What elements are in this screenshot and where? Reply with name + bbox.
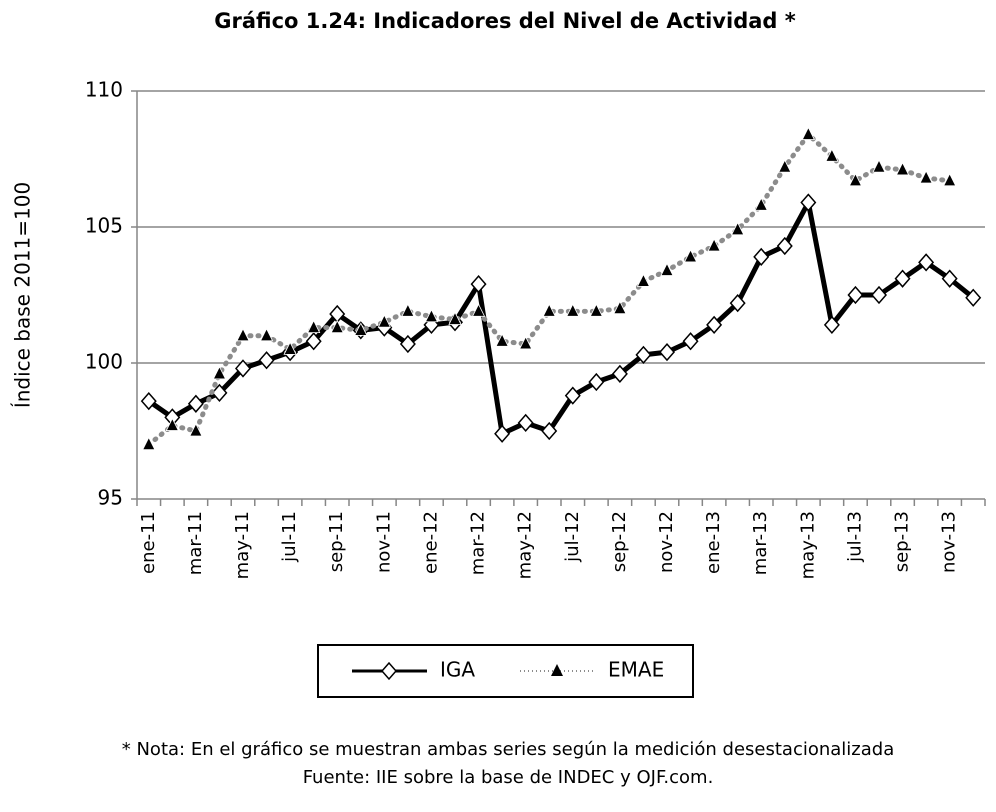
series-line — [146, 132, 953, 448]
marker-triangle — [424, 308, 439, 323]
x-tick-label: mar-12 — [468, 511, 489, 575]
marker-diamond — [965, 288, 982, 307]
y-tick-label: 105 — [85, 214, 123, 238]
marker-triangle — [354, 322, 368, 336]
x-tick-label: nov-11 — [373, 511, 394, 573]
marker-diamond — [517, 413, 534, 432]
marker-diamond — [140, 391, 157, 411]
marker-triangle — [283, 341, 297, 355]
marker-triangle — [707, 238, 721, 252]
marker-diamond — [470, 274, 487, 294]
legend-marker — [551, 664, 563, 676]
marker-triangle — [471, 303, 486, 317]
marker-diamond — [564, 386, 581, 405]
x-tick-label: may-13 — [797, 511, 818, 579]
marker-diamond — [706, 315, 723, 335]
marker-triangle — [519, 336, 533, 350]
marker-triangle — [683, 249, 698, 263]
legend-label: IGA — [440, 658, 475, 682]
y-axis-label: Índice base 2011=100 — [11, 182, 35, 408]
marker-triangle — [330, 319, 344, 334]
x-tick-label: ene-11 — [138, 511, 159, 574]
legend-label: EMAE — [608, 658, 664, 682]
y-tick-label: 100 — [85, 350, 123, 374]
marker-diamond — [399, 334, 416, 354]
x-tick-label: ene-13 — [703, 511, 724, 574]
marker-diamond — [611, 364, 628, 384]
marker-triangle — [495, 333, 509, 347]
marker-triangle — [613, 300, 627, 314]
marker-triangle — [307, 319, 321, 334]
marker-triangle — [589, 303, 603, 317]
marker-diamond — [941, 269, 958, 288]
marker-diamond — [187, 394, 204, 413]
marker-diamond — [305, 332, 322, 351]
marker-diamond — [494, 424, 511, 443]
marker-triangle — [754, 197, 768, 211]
marker-diamond — [823, 315, 840, 335]
x-tick-label: may-12 — [515, 511, 536, 579]
x-tick-label: sep-13 — [892, 511, 913, 572]
marker-diamond — [258, 351, 275, 370]
x-tick-label: jul-13 — [844, 511, 865, 563]
marker-triangle — [401, 303, 415, 317]
series-line — [147, 200, 975, 437]
marker-triangle — [848, 172, 863, 187]
x-tick-label: jul-12 — [562, 511, 583, 563]
marker-triangle — [542, 303, 556, 317]
marker-diamond — [753, 247, 770, 267]
x-tick-label: mar-11 — [185, 511, 206, 575]
marker-triangle — [943, 172, 957, 187]
y-tick-label: 110 — [85, 78, 123, 102]
marker-diamond — [800, 193, 817, 212]
marker-triangle — [448, 311, 462, 325]
x-tick-label: ene-12 — [420, 511, 441, 574]
source: Fuente: IIE sobre la base de INDEC y OJF… — [303, 767, 714, 788]
x-tick-label: sep-12 — [609, 511, 630, 572]
marker-triangle — [142, 436, 156, 450]
marker-diamond — [659, 342, 675, 362]
marker-triangle — [189, 423, 203, 437]
marker-diamond — [635, 345, 652, 364]
marker-triangle — [801, 126, 815, 140]
x-tick-label: nov-12 — [656, 511, 677, 573]
marker-triangle — [660, 262, 674, 276]
marker-diamond — [211, 383, 228, 403]
marker-triangle — [377, 314, 391, 328]
x-tick-label: mar-13 — [750, 511, 771, 575]
marker-diamond — [847, 285, 864, 305]
chart-title: Gráfico 1.24: Indicadores del Nivel de A… — [214, 9, 795, 33]
marker-diamond — [918, 253, 935, 272]
marker-diamond — [894, 269, 911, 288]
marker-triangle — [636, 273, 651, 287]
marker-diamond — [729, 294, 746, 313]
marker-triangle — [212, 365, 227, 380]
x-tick-label: may-11 — [232, 511, 253, 579]
marker-triangle — [731, 221, 745, 236]
legend-marker — [381, 661, 397, 681]
marker-triangle — [919, 170, 933, 184]
marker-triangle — [566, 303, 580, 317]
marker-triangle — [259, 327, 274, 342]
marker-diamond — [682, 332, 699, 351]
y-tick-label: 95 — [98, 486, 123, 510]
marker-triangle — [778, 159, 792, 173]
x-tick-label: sep-11 — [326, 511, 347, 572]
marker-diamond — [541, 421, 558, 441]
marker-diamond — [871, 285, 887, 305]
marker-triangle — [236, 327, 250, 342]
marker-triangle — [895, 161, 910, 176]
x-tick-label: nov-13 — [939, 511, 960, 573]
marker-triangle — [872, 159, 886, 173]
x-tick-label: jul-11 — [279, 511, 300, 563]
marker-triangle — [825, 148, 839, 162]
marker-diamond — [588, 372, 605, 392]
marker-diamond — [776, 236, 793, 256]
marker-diamond — [235, 359, 251, 378]
marker-triangle — [165, 417, 179, 431]
note: * Nota: En el gráfico se muestran ambas … — [122, 739, 894, 760]
